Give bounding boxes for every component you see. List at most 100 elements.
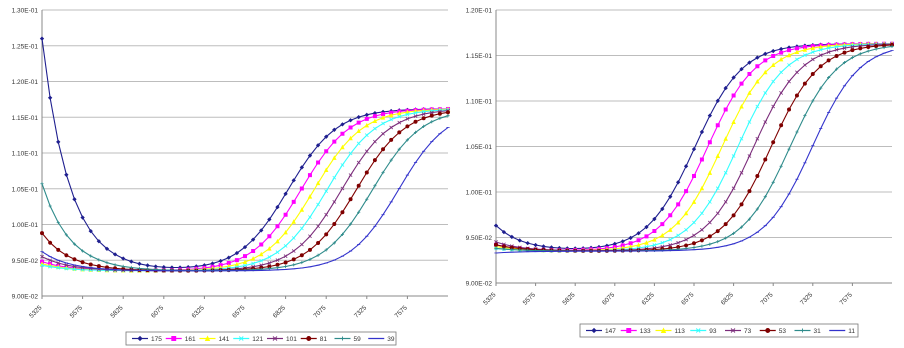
series-161-point: [356, 120, 361, 125]
series-93-point: [692, 220, 696, 225]
series-121-point: [275, 250, 280, 255]
series-59-point: [48, 204, 52, 208]
series-141-point: [340, 144, 345, 150]
series-161-point: [275, 224, 280, 229]
series-141-point: [380, 115, 386, 120]
series-113-point: [644, 240, 649, 245]
series-133-point: [684, 189, 689, 194]
legend-marker: [171, 336, 177, 341]
legend-marker: [591, 327, 597, 334]
legend-label: 175: [151, 336, 162, 343]
series-81-point: [267, 264, 272, 269]
series-73-point: [715, 211, 720, 216]
series-161-point: [259, 242, 264, 247]
series-141-point: [234, 261, 240, 267]
series-175-point: [291, 178, 296, 183]
series-113-point: [691, 199, 697, 204]
series-147-point: [763, 51, 768, 56]
series-147-point: [636, 231, 641, 236]
series-141-point: [283, 229, 288, 235]
series-133-point: [723, 107, 728, 112]
series-53-point: [739, 202, 744, 207]
series-73-point: [834, 47, 839, 52]
series-147-point: [747, 60, 752, 65]
series-175-point: [218, 258, 223, 264]
x-tick-label: 7075: [759, 291, 774, 306]
series-59-point: [275, 266, 280, 270]
series-113-point: [652, 237, 657, 242]
series-59-point: [340, 232, 345, 236]
series-175-point: [332, 127, 337, 132]
series-141-point: [291, 219, 296, 224]
series-59-point: [72, 242, 77, 246]
series-113-point: [770, 62, 776, 67]
series-59-point: [129, 265, 133, 270]
series-81-point: [389, 138, 394, 142]
legend-label: 101: [286, 336, 297, 343]
legend-label: 147: [605, 328, 616, 335]
series-31-point: [747, 217, 752, 221]
series-113-point: [636, 242, 641, 248]
series-31-point: [890, 44, 894, 49]
series-101-point: [64, 263, 69, 267]
series-73-point: [707, 220, 712, 225]
series-141-point: [405, 109, 410, 115]
legend-label: 59: [354, 336, 362, 343]
series-133-point: [763, 58, 768, 63]
series-147-point: [675, 180, 681, 185]
series-133-point: [771, 53, 776, 58]
x-tick-label: 7325: [353, 304, 368, 319]
series-81-point: [56, 248, 61, 252]
x-tick-label: 5825: [109, 304, 124, 319]
series-147-point: [771, 48, 776, 54]
y-tick-label: 1.05E-01: [466, 144, 493, 151]
series-161-point: [267, 234, 272, 239]
series-73-point: [684, 237, 688, 242]
series-141-point: [242, 259, 248, 264]
series-147-point: [644, 224, 649, 230]
series-81-point: [64, 253, 69, 258]
series-81-point: [405, 124, 410, 129]
series-133-point: [676, 202, 681, 207]
series-175-point: [145, 263, 150, 268]
series-133-point: [715, 123, 720, 128]
series-53-point: [858, 46, 863, 51]
series-59-point: [422, 124, 426, 128]
series-121-point: [56, 265, 61, 270]
series-175-point: [250, 237, 256, 242]
series-175-point: [307, 153, 313, 158]
series-161-point: [332, 139, 337, 144]
series-175-point: [299, 165, 305, 170]
series-59-point: [381, 170, 385, 175]
series-93-point: [660, 240, 665, 245]
series-81-point: [96, 264, 101, 269]
series-31-point: [755, 207, 759, 211]
series-81-point: [283, 260, 288, 265]
series-59-point: [292, 263, 296, 267]
series-81-point: [88, 262, 93, 267]
series-93-point: [802, 53, 807, 58]
series-93-point: [755, 104, 760, 109]
series-73-point: [810, 57, 815, 62]
series-53-point: [866, 45, 871, 49]
series-133-point: [644, 234, 649, 239]
series-133-point: [731, 93, 736, 98]
series-113-point: [818, 44, 823, 49]
series-53-point: [755, 174, 760, 178]
series-141-point: [275, 238, 280, 244]
series-93-point: [715, 186, 720, 191]
series-147-point: [731, 75, 736, 80]
series-175-point: [104, 246, 110, 251]
series-121-point: [356, 141, 361, 146]
x-tick-label: 5575: [522, 291, 537, 306]
series-59-point: [137, 266, 142, 271]
series-59-point: [308, 257, 312, 261]
series-73-point: [850, 44, 855, 49]
series-81-point: [348, 197, 353, 202]
series-81-point: [275, 262, 280, 267]
series-101-point: [348, 173, 353, 177]
series-175-point: [324, 134, 329, 139]
x-tick-label: 7325: [799, 291, 814, 306]
series-59-point: [348, 222, 353, 226]
series-121-point: [397, 114, 402, 119]
